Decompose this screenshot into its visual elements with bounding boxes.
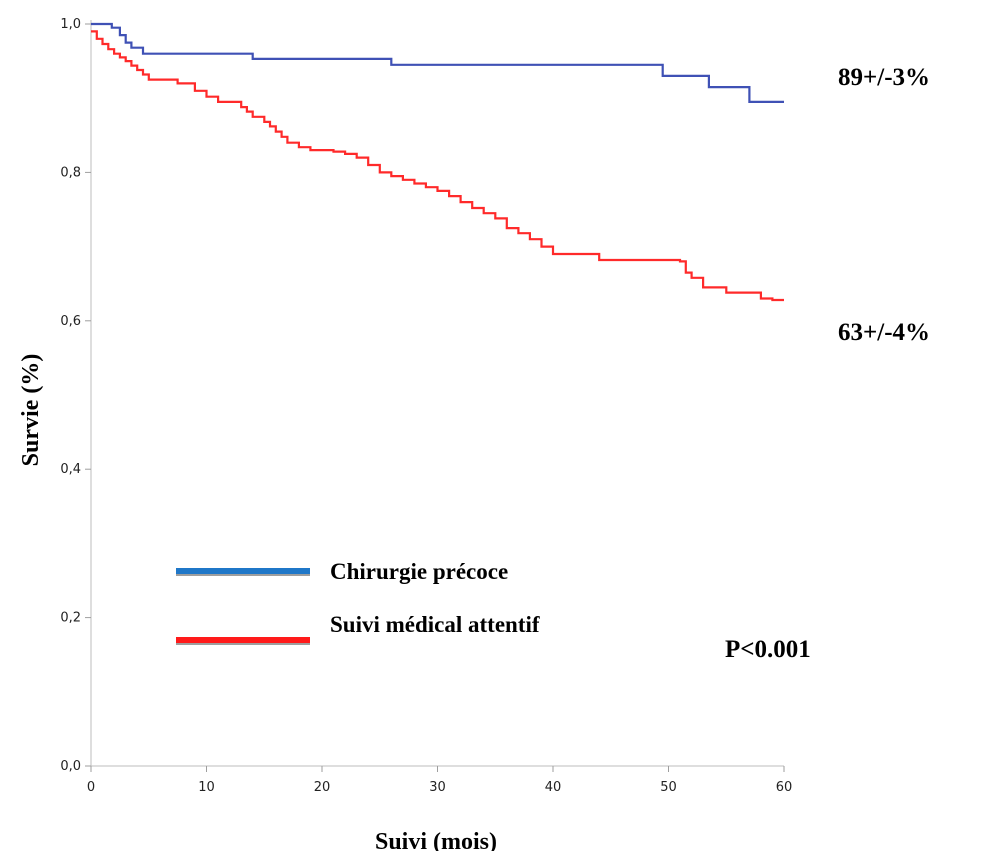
series-lines bbox=[91, 22, 784, 302]
y-tick-label: 0,0 bbox=[60, 759, 81, 774]
series-line-suivi bbox=[91, 30, 784, 302]
axes: 0,0 0,2 0,4 0,6 0,8 1,0 0 10 20 30 40 50 60 bbox=[60, 17, 792, 795]
y-tick-label: 0,6 bbox=[60, 314, 81, 329]
legend-label-suivi: Suivi médical attentif bbox=[330, 612, 540, 637]
annot-pvalue: P<0.001 bbox=[725, 636, 811, 663]
y-tick-label: 0,8 bbox=[60, 165, 81, 180]
legend: Chirurgie précoce Suivi médical attentif bbox=[176, 559, 540, 645]
x-tick-label: 0 bbox=[87, 780, 95, 795]
annot-suivi: 63+/-4% bbox=[838, 319, 930, 346]
annotations: 89+/-3% 63+/-4% P<0.001 bbox=[725, 64, 930, 663]
y-tick-label: 0,2 bbox=[60, 611, 81, 626]
x-axis-title: Suivi (mois) bbox=[375, 829, 497, 851]
y-axis-title: Survie (%) bbox=[18, 354, 44, 467]
x-tick-label: 40 bbox=[545, 780, 562, 795]
x-tick-label: 10 bbox=[198, 780, 215, 795]
x-tick-label: 30 bbox=[429, 780, 446, 795]
x-tick-label: 60 bbox=[776, 780, 793, 795]
x-tick-label: 50 bbox=[660, 780, 677, 795]
annot-chirurgie: 89+/-3% bbox=[838, 64, 930, 91]
y-tick-label: 1,0 bbox=[60, 17, 81, 32]
legend-label-chirurgie: Chirurgie précoce bbox=[330, 559, 508, 584]
series-line-chirurgie bbox=[91, 22, 784, 103]
y-tick-label: 0,4 bbox=[60, 462, 81, 477]
x-tick-label: 20 bbox=[314, 780, 331, 795]
